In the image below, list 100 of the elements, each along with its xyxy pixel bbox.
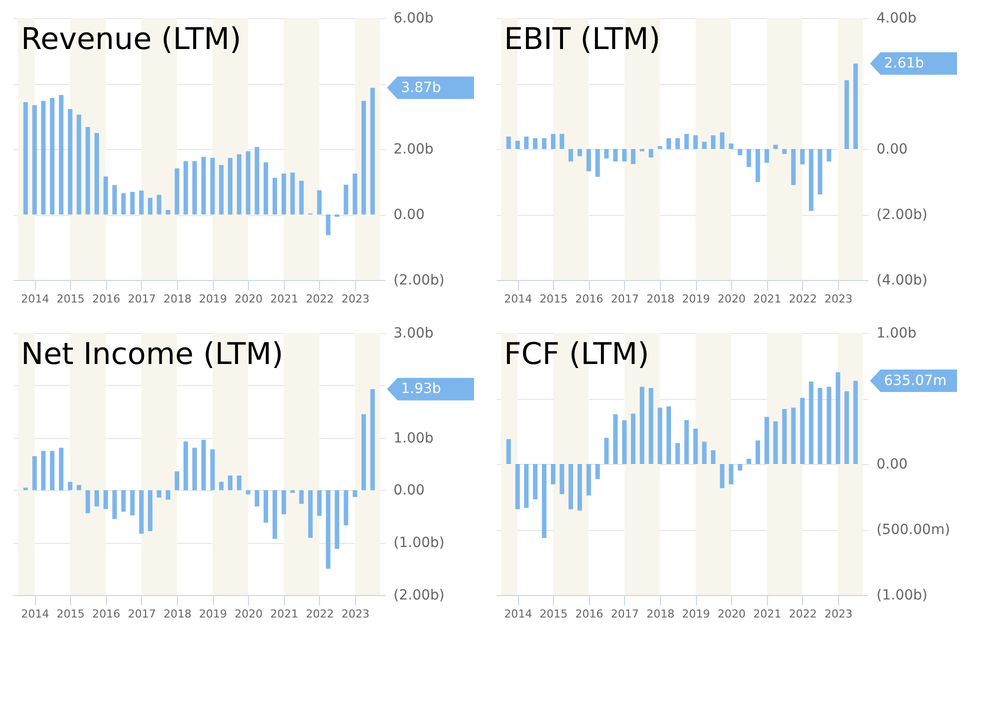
bar [728, 143, 734, 149]
bar [334, 490, 340, 549]
bar [666, 406, 671, 464]
bar [130, 192, 135, 214]
chart-title: FCF (LTM) [504, 337, 650, 372]
bar [112, 185, 117, 214]
x-tick-label: 2020 [234, 608, 263, 620]
bar [560, 464, 564, 494]
y-tick-label: (4.00b) [876, 272, 928, 288]
bar [844, 80, 849, 149]
bar [666, 138, 671, 149]
bar [818, 388, 822, 464]
x-tick-label: 2020 [718, 292, 746, 306]
bar [32, 105, 37, 214]
bar [236, 154, 242, 214]
bar [183, 441, 188, 490]
bar [103, 176, 108, 214]
bar [219, 165, 224, 214]
bar [826, 149, 832, 162]
bar [361, 414, 366, 490]
bar [658, 408, 662, 464]
bar [86, 127, 90, 214]
bar [317, 490, 322, 516]
bar [800, 149, 805, 164]
x-tick-label: 2021 [753, 292, 782, 306]
chart-title: Revenue (LTM) [21, 22, 242, 57]
bar [148, 198, 152, 214]
bar [174, 471, 180, 490]
bar [228, 476, 232, 490]
bar [720, 132, 724, 149]
bar [648, 149, 654, 158]
bar [246, 151, 250, 214]
bar [675, 443, 680, 464]
bar [94, 490, 100, 506]
bar [595, 464, 600, 480]
bar [738, 149, 742, 156]
y-tick-label: (2.00b) [394, 272, 444, 288]
bar [76, 114, 82, 214]
bar [693, 135, 698, 149]
x-tick-label: 2021 [270, 608, 298, 620]
x-tick-label: 2022 [788, 608, 817, 620]
bar [524, 136, 529, 149]
bar [710, 135, 716, 149]
x-tick-label: 2015 [540, 608, 568, 620]
x-tick-label: 2021 [753, 608, 782, 620]
x-tick-label: 2017 [128, 608, 156, 620]
y-tick-label: 2.00b [394, 142, 434, 158]
y-tick-label: 0.00 [394, 207, 425, 223]
bar [326, 490, 330, 569]
y-tick-label: 6.00b [394, 10, 434, 26]
x-tick-label: 2019 [682, 608, 710, 620]
bar [130, 490, 135, 516]
bar [246, 490, 250, 494]
bar [156, 194, 162, 214]
bar [219, 482, 224, 490]
x-tick-label: 2014 [504, 292, 532, 306]
bar [112, 490, 117, 520]
bar [148, 490, 152, 532]
bar [183, 161, 188, 214]
x-tick-label: 2022 [306, 608, 334, 620]
bar [282, 490, 286, 514]
bar [139, 490, 144, 534]
bar [290, 490, 295, 493]
bar [50, 98, 54, 214]
bar [640, 386, 644, 464]
chart-title: EBIT (LTM) [504, 22, 660, 57]
bar [630, 414, 636, 464]
bar [720, 464, 724, 488]
bar [836, 372, 840, 464]
bar [613, 149, 618, 162]
y-tick-label: 4.00b [876, 10, 917, 26]
x-tick-label: 2019 [682, 292, 710, 306]
bar [192, 161, 197, 214]
x-tick-label: 2017 [128, 292, 156, 306]
annotation: 1.93b [401, 381, 442, 398]
x-tick-label: 2018 [163, 608, 192, 620]
bar [156, 490, 162, 498]
bar [826, 386, 832, 464]
bar [515, 464, 520, 510]
bar [370, 389, 375, 490]
bar [201, 156, 206, 214]
y-tick-label: 0.00 [394, 482, 425, 499]
bar [782, 149, 787, 154]
bar [264, 162, 268, 214]
bar [764, 149, 770, 163]
x-tick-label: 2018 [646, 292, 674, 306]
bar [192, 448, 197, 490]
x-tick-label: 2023 [824, 292, 852, 306]
bar [578, 464, 582, 511]
bar [604, 149, 609, 158]
bar [550, 134, 556, 149]
bar [68, 109, 72, 214]
x-tick-label: 2021 [270, 292, 298, 306]
bar [764, 416, 770, 464]
x-tick-label: 2022 [788, 292, 817, 306]
bar [23, 102, 28, 214]
y-tick-label: (1.00b) [876, 588, 928, 604]
x-tick-label: 2015 [56, 292, 85, 306]
y-tick-label: 1.00b [394, 430, 434, 446]
bar [808, 381, 814, 464]
